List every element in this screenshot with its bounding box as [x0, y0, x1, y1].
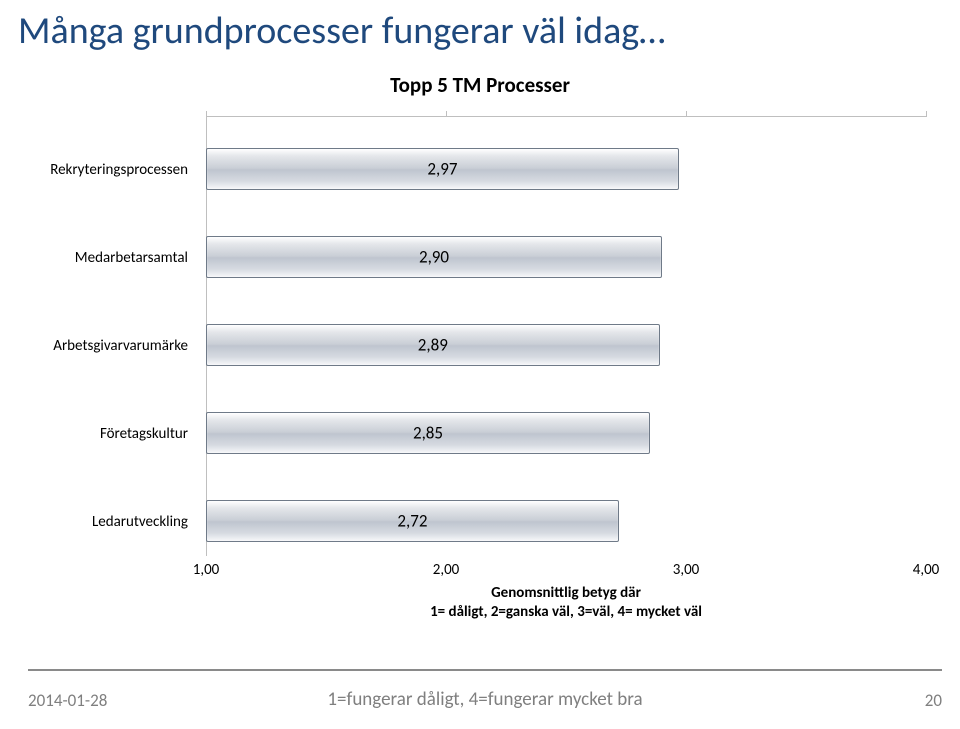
footer-page-number: 20: [925, 690, 942, 711]
bar-category-label: Ledarutveckling: [26, 500, 196, 544]
bar-value-label: 2,89: [418, 335, 448, 356]
x-tick-label: 2,00: [433, 561, 460, 579]
bar-value-label: 2,85: [413, 423, 443, 444]
bar: 2,85: [206, 412, 650, 454]
bar-value-label: 2,72: [397, 511, 427, 532]
x-tick: [206, 111, 207, 117]
bar-category-label: Medarbetarsamtal: [26, 236, 196, 280]
x-tick-label: 3,00: [673, 561, 700, 579]
chart-title: Topp 5 TM Processer: [18, 72, 942, 98]
bar-category-label: Rekryteringsprocessen: [26, 148, 196, 192]
slide: Många grundprocesser fungerar väl idag… …: [0, 0, 960, 729]
x-axis-title-line1: Genomsnittlig betyg där: [491, 584, 641, 602]
page-title: Många grundprocesser fungerar väl idag…: [18, 8, 942, 54]
bar-value-label: 2,97: [427, 159, 457, 180]
x-tick-label: 4,00: [913, 561, 940, 579]
bar-category-label: Företagskultur: [26, 412, 196, 456]
bar-chart: Rekryteringsprocessen 2,97 Medarbetarsamta…: [26, 116, 936, 616]
x-tick: [686, 111, 687, 117]
footer-date: 2014-01-28: [28, 690, 107, 711]
x-axis-title: Genomsnittlig betyg där 1= dåligt, 2=gan…: [206, 584, 926, 622]
x-tick-label: 1,00: [193, 561, 220, 579]
bar: 2,97: [206, 148, 679, 190]
footer-note: 1=fungerar dåligt, 4=fungerar mycket bra: [327, 688, 642, 711]
bar: 2,89: [206, 324, 660, 366]
x-axis-title-line2: 1= dåligt, 2=ganska väl, 3=väl, 4= mycke…: [430, 603, 702, 621]
footer-rule: [28, 669, 942, 671]
bar-category-label: Arbetsgivarvarumärke: [26, 324, 196, 368]
footer: 2014-01-28 1=fungerar dåligt, 4=fungerar…: [28, 681, 942, 711]
bar: 2,90: [206, 236, 662, 278]
x-tick: [926, 111, 927, 117]
bar-value-label: 2,90: [419, 247, 449, 268]
bar: 2,72: [206, 500, 619, 542]
x-tick: [446, 111, 447, 117]
